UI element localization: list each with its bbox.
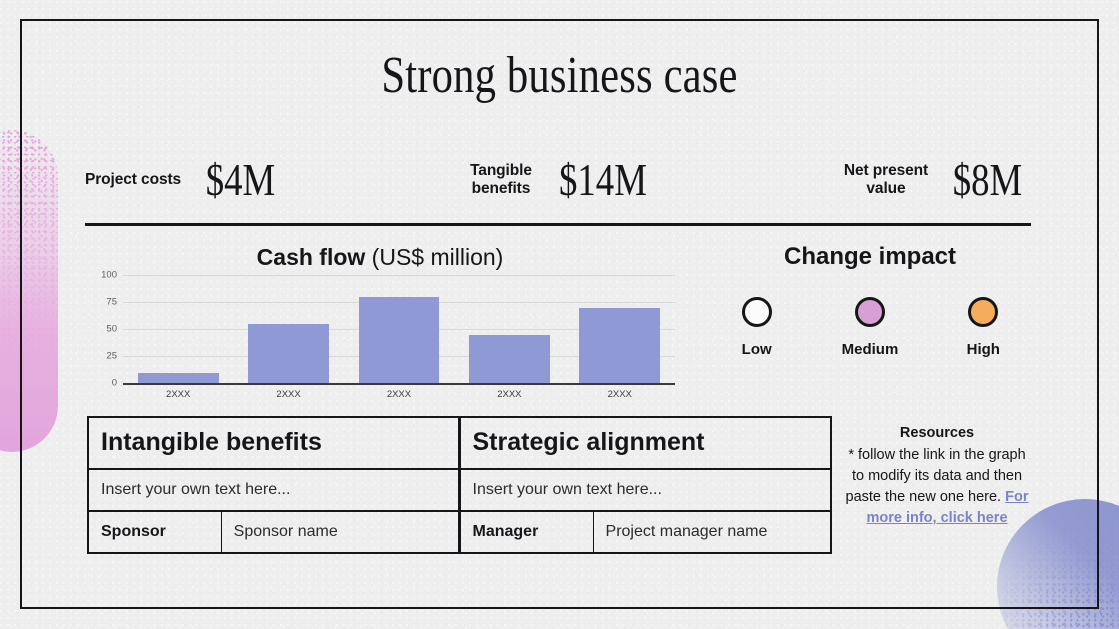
metrics-row: Project costs $4M Tangible benefits $14M… — [85, 145, 1031, 215]
table-row-value[interactable]: Project manager name — [605, 523, 768, 540]
metric-label-net-present-value: Net present value — [844, 162, 928, 198]
change-impact-legend: Change impact Low Medium High — [700, 243, 1040, 358]
metric-project-costs: Project costs $4M — [85, 155, 284, 205]
metric-label-line1: Net present — [843, 162, 929, 179]
impact-dot-icon — [968, 297, 999, 327]
table-row-value[interactable]: Sponsor name — [233, 523, 338, 540]
change-impact-items: Low Medium High — [700, 297, 1040, 358]
chart-bar[interactable] — [358, 296, 440, 384]
table-heading: Intangible benefits — [89, 418, 458, 470]
table-row-key: Manager — [461, 512, 594, 552]
chart-bar-slot — [236, 275, 341, 384]
resources-body: * follow the link in the graph to modify… — [845, 447, 1026, 505]
resources-title: Resources — [899, 425, 975, 441]
chart-bar[interactable] — [137, 372, 219, 384]
table-row: Sponsor Sponsor name — [89, 512, 458, 552]
chart-bar[interactable] — [468, 334, 550, 384]
table-note[interactable]: Insert your own text here... — [89, 470, 458, 512]
impact-item-low[interactable]: Low — [701, 297, 813, 358]
metric-tangible-benefits: Tangible benefits $14M — [470, 155, 658, 205]
chart-title-bold: Cash flow — [256, 244, 366, 270]
cash-flow-chart: Cash flow (US$ million) 0 25 50 75 100 2XXX 2… — [85, 243, 675, 408]
impact-label: High — [966, 341, 1000, 358]
chart-x-tick-label: 2XXX — [166, 389, 191, 400]
page-title: Strong business case — [381, 47, 738, 104]
impact-dot-icon — [741, 297, 772, 327]
change-impact-title: Change impact — [783, 243, 957, 270]
metric-label-line2: value — [866, 180, 906, 197]
chart-x-tick-label: 2XXX — [497, 389, 522, 400]
chart-bar-slot — [457, 275, 562, 384]
chart-plot-area: 0 25 50 75 100 — [85, 270, 675, 389]
impact-label: Medium — [841, 341, 899, 358]
chart-title: Cash flow (US$ million) — [85, 243, 675, 271]
chart-bar-slot — [347, 275, 452, 384]
header-divider — [85, 223, 1031, 226]
impact-label: Low — [741, 341, 772, 358]
impact-item-medium[interactable]: Medium — [814, 297, 926, 358]
table-intangible-benefits: Intangible benefits Insert your own text… — [87, 416, 460, 554]
table-note[interactable]: Insert your own text here... — [460, 470, 830, 512]
resources-panel: Resources * follow the link in the graph… — [843, 423, 1031, 529]
chart-bar[interactable] — [579, 307, 661, 384]
table-row-key: Sponsor — [89, 512, 222, 552]
metric-label-project-costs: Project costs — [85, 171, 182, 188]
chart-title-unit: (US$ million) — [365, 244, 504, 270]
impact-item-high[interactable]: High — [927, 297, 1039, 358]
table-row: Manager Project manager name — [461, 512, 831, 552]
chart-y-tick-label: 75 — [106, 296, 117, 308]
chart-baseline-axis — [123, 383, 675, 385]
chart-bars — [123, 275, 675, 384]
metric-value-net-present-value: $8M — [952, 154, 1023, 205]
info-tables: Intangible benefits Insert your own text… — [87, 416, 832, 554]
table-strategic-alignment: Strategic alignment Insert your own text… — [459, 416, 832, 554]
table-heading: Strategic alignment — [460, 418, 830, 470]
metric-value-project-costs: $4M — [205, 154, 276, 205]
metric-value-tangible-benefits: $14M — [558, 154, 647, 205]
chart-y-tick-label: 0 — [111, 377, 117, 389]
chart-y-tick-label: 100 — [101, 269, 117, 281]
chart-bar-slot — [126, 275, 231, 384]
chart-gridline — [123, 275, 675, 276]
chart-bar[interactable] — [248, 323, 329, 384]
chart-bar-slot — [567, 275, 672, 384]
metric-label-tangible-benefits: Tangible benefits — [470, 162, 532, 198]
metric-label-line2: benefits — [471, 180, 531, 197]
chart-x-tick-label: 2XXX — [607, 389, 632, 400]
chart-x-axis-labels: 2XXX 2XXX 2XXX 2XXX 2XXX — [123, 389, 675, 400]
impact-dot-icon — [854, 297, 885, 327]
metric-net-present-value: Net present value $8M — [844, 155, 1031, 205]
metric-label-line1: Tangible — [470, 162, 532, 179]
chart-y-tick-label: 50 — [106, 323, 117, 335]
chart-x-tick-label: 2XXX — [386, 389, 412, 400]
chart-x-tick-label: 2XXX — [276, 389, 301, 400]
chart-y-tick-label: 25 — [106, 350, 117, 362]
